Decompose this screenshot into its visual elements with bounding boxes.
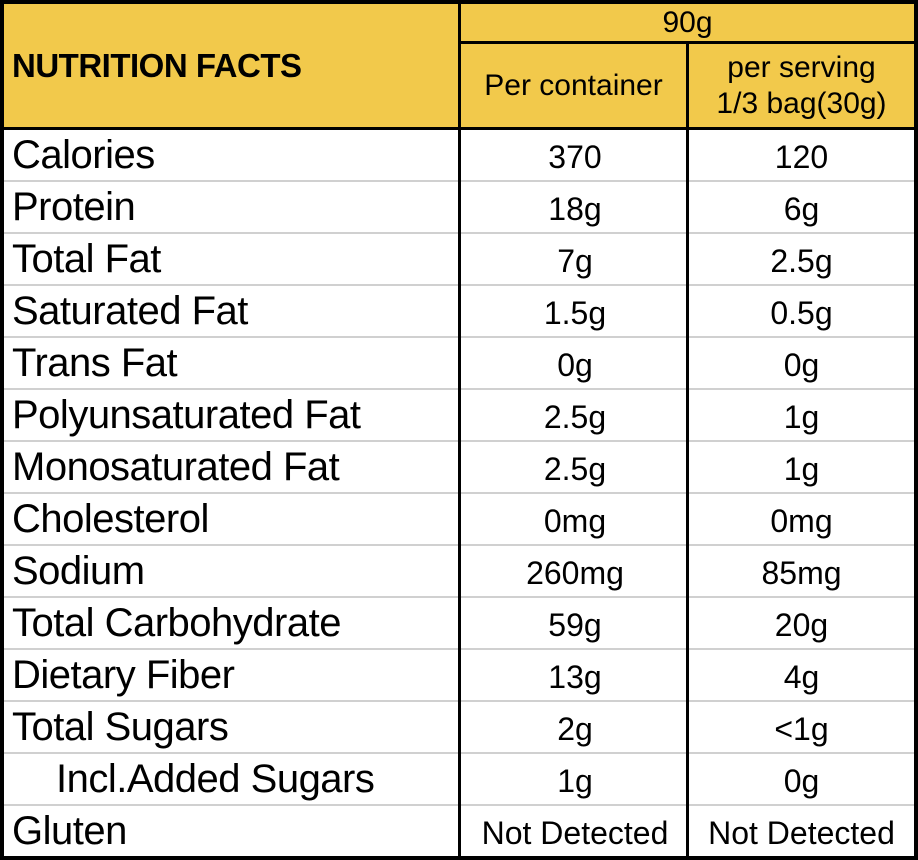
per-serving-value: 4g (783, 658, 820, 695)
serving-size-value: 90g (662, 5, 713, 39)
per-serving-value: 6g (783, 190, 820, 227)
per-container-value: Not Detected (481, 814, 669, 851)
nutrient-label: Protein (12, 184, 136, 229)
per-container-value: 370 (548, 138, 602, 175)
header-columns-section: 90g Per container per serving 1/3 bag(30… (461, 4, 914, 127)
per-container-header-label: Per container (484, 68, 663, 102)
table-title: NUTRITION FACTS (12, 46, 302, 84)
per-container-value: 1.5g (543, 294, 607, 331)
per-container-value: 260mg (526, 554, 624, 591)
nutrient-label: Dietary Fiber (12, 652, 235, 697)
per-serving-value: 0mg (770, 502, 833, 539)
per-container-value: 0g (557, 346, 593, 383)
table-header: NUTRITION FACTS 90g Per container per se… (4, 4, 914, 130)
nutrient-label: Total Sugars (12, 704, 229, 749)
nutrient-label: Total Fat (12, 236, 161, 281)
per-serving-value: <1g (774, 710, 829, 747)
nutrient-label: Calories (12, 132, 155, 177)
per-container-value: 2g (557, 710, 593, 747)
per-container-value: 7g (557, 242, 593, 279)
per-serving-value: 2.5g (770, 242, 833, 279)
per-serving-value: 0.5g (770, 294, 833, 331)
per-serving-value: 120 (774, 138, 829, 175)
per-container-value: 1g (557, 762, 593, 799)
nutrient-label: Gluten (12, 808, 127, 853)
per-serving-header-line1: per serving (727, 51, 876, 85)
column-header-per-serving: per serving 1/3 bag(30g) (689, 44, 914, 127)
nutrient-label: Incl.Added Sugars (56, 756, 375, 801)
per-serving-value: 85mg (761, 554, 842, 591)
per-serving-value: Not Detected (708, 814, 895, 851)
per-serving-value: 0g (783, 346, 820, 383)
per-container-value: 2.5g (543, 398, 607, 435)
table-row: Gluten Not Detected Not Detected (4, 806, 914, 856)
table-title-cell: NUTRITION FACTS (4, 4, 461, 127)
per-serving-value: 20g (774, 606, 829, 643)
per-container-value: 59g (548, 606, 602, 643)
nutrient-label: Sodium (12, 548, 145, 593)
nutrient-label: Monosaturated Fat (12, 444, 340, 489)
table-body: Calories 370 120 Protein 18g 6g Total Fa… (4, 130, 914, 856)
nutrient-label: Polyunsaturated Fat (12, 392, 361, 437)
column-divider-1 (458, 130, 461, 856)
per-serving-header-line2: 1/3 bag(30g) (716, 86, 887, 120)
serving-size-cell: 90g (461, 4, 914, 44)
nutrient-label: Trans Fat (12, 340, 178, 385)
per-serving-value: 1g (783, 450, 820, 487)
column-divider-2 (686, 130, 689, 856)
per-serving-value: 0g (783, 762, 820, 799)
per-container-value: 2.5g (543, 450, 607, 487)
column-headers-row: Per container per serving 1/3 bag(30g) (461, 44, 914, 127)
nutrient-label: Cholesterol (12, 496, 209, 541)
per-container-value: 0mg (543, 502, 607, 539)
nutrient-label: Saturated Fat (12, 288, 248, 333)
per-serving-value: 1g (783, 398, 820, 435)
column-header-per-container: Per container (461, 44, 689, 127)
nutrient-label: Total Carbohydrate (12, 600, 341, 645)
per-container-value: 13g (548, 658, 602, 695)
per-container-value: 18g (548, 190, 602, 227)
